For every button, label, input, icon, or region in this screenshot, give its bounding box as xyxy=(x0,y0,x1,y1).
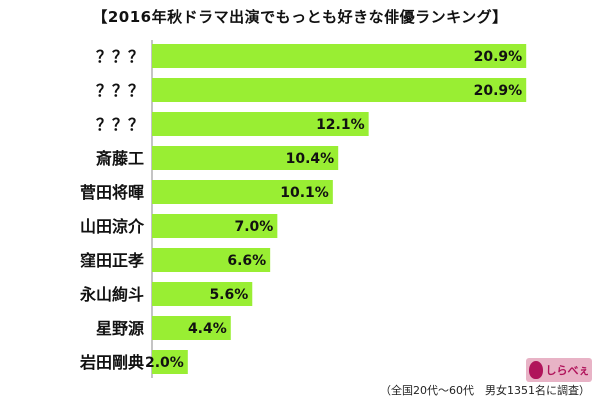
bar-4 xyxy=(152,180,333,204)
category-label-5: 山田涼介 xyxy=(80,217,145,236)
bar-6 xyxy=(152,248,271,272)
bar-9 xyxy=(152,350,188,374)
value-label-4: 10.1% xyxy=(280,185,329,201)
bar-5 xyxy=(152,214,278,238)
value-label-9: 2.0% xyxy=(145,355,184,371)
value-label-0: 20.9% xyxy=(474,49,523,65)
category-label-8: 星野源 xyxy=(96,319,144,338)
bar-2 xyxy=(152,112,369,136)
bar-1 xyxy=(152,78,527,102)
category-label-4: 菅田将暉 xyxy=(80,183,144,202)
survey-note: （全国20代～60代 男女1351名に調査） xyxy=(380,384,590,397)
bar-8 xyxy=(152,316,231,340)
bar-0 xyxy=(152,44,527,68)
value-label-2: 12.1% xyxy=(316,117,365,133)
category-label-3: 斎藤工 xyxy=(96,149,144,168)
value-label-6: 6.6% xyxy=(227,253,266,269)
brand-logo: しらべぇ xyxy=(526,358,592,382)
category-label-1: ？？？ xyxy=(96,81,144,100)
category-label-2: ？？？ xyxy=(96,115,144,134)
value-label-1: 20.9% xyxy=(474,83,523,99)
logo-mark-icon xyxy=(528,361,543,379)
value-label-3: 10.4% xyxy=(286,151,335,167)
bar-7 xyxy=(152,282,253,306)
logo-text: しらべぇ xyxy=(545,364,590,377)
bar-3 xyxy=(152,146,339,170)
value-label-5: 7.0% xyxy=(235,219,274,235)
category-label-7: 永山絢斗 xyxy=(79,285,144,304)
chart-title: 【2016年秋ドラマ出演でもっとも好きな俳優ランキング】 xyxy=(92,8,508,26)
category-label-6: 窪田正孝 xyxy=(80,251,144,270)
category-label-0: ？？？ xyxy=(96,47,144,66)
value-label-8: 4.4% xyxy=(188,321,227,337)
value-label-7: 5.6% xyxy=(209,287,248,303)
category-label-9: 岩田剛典 xyxy=(79,353,144,372)
